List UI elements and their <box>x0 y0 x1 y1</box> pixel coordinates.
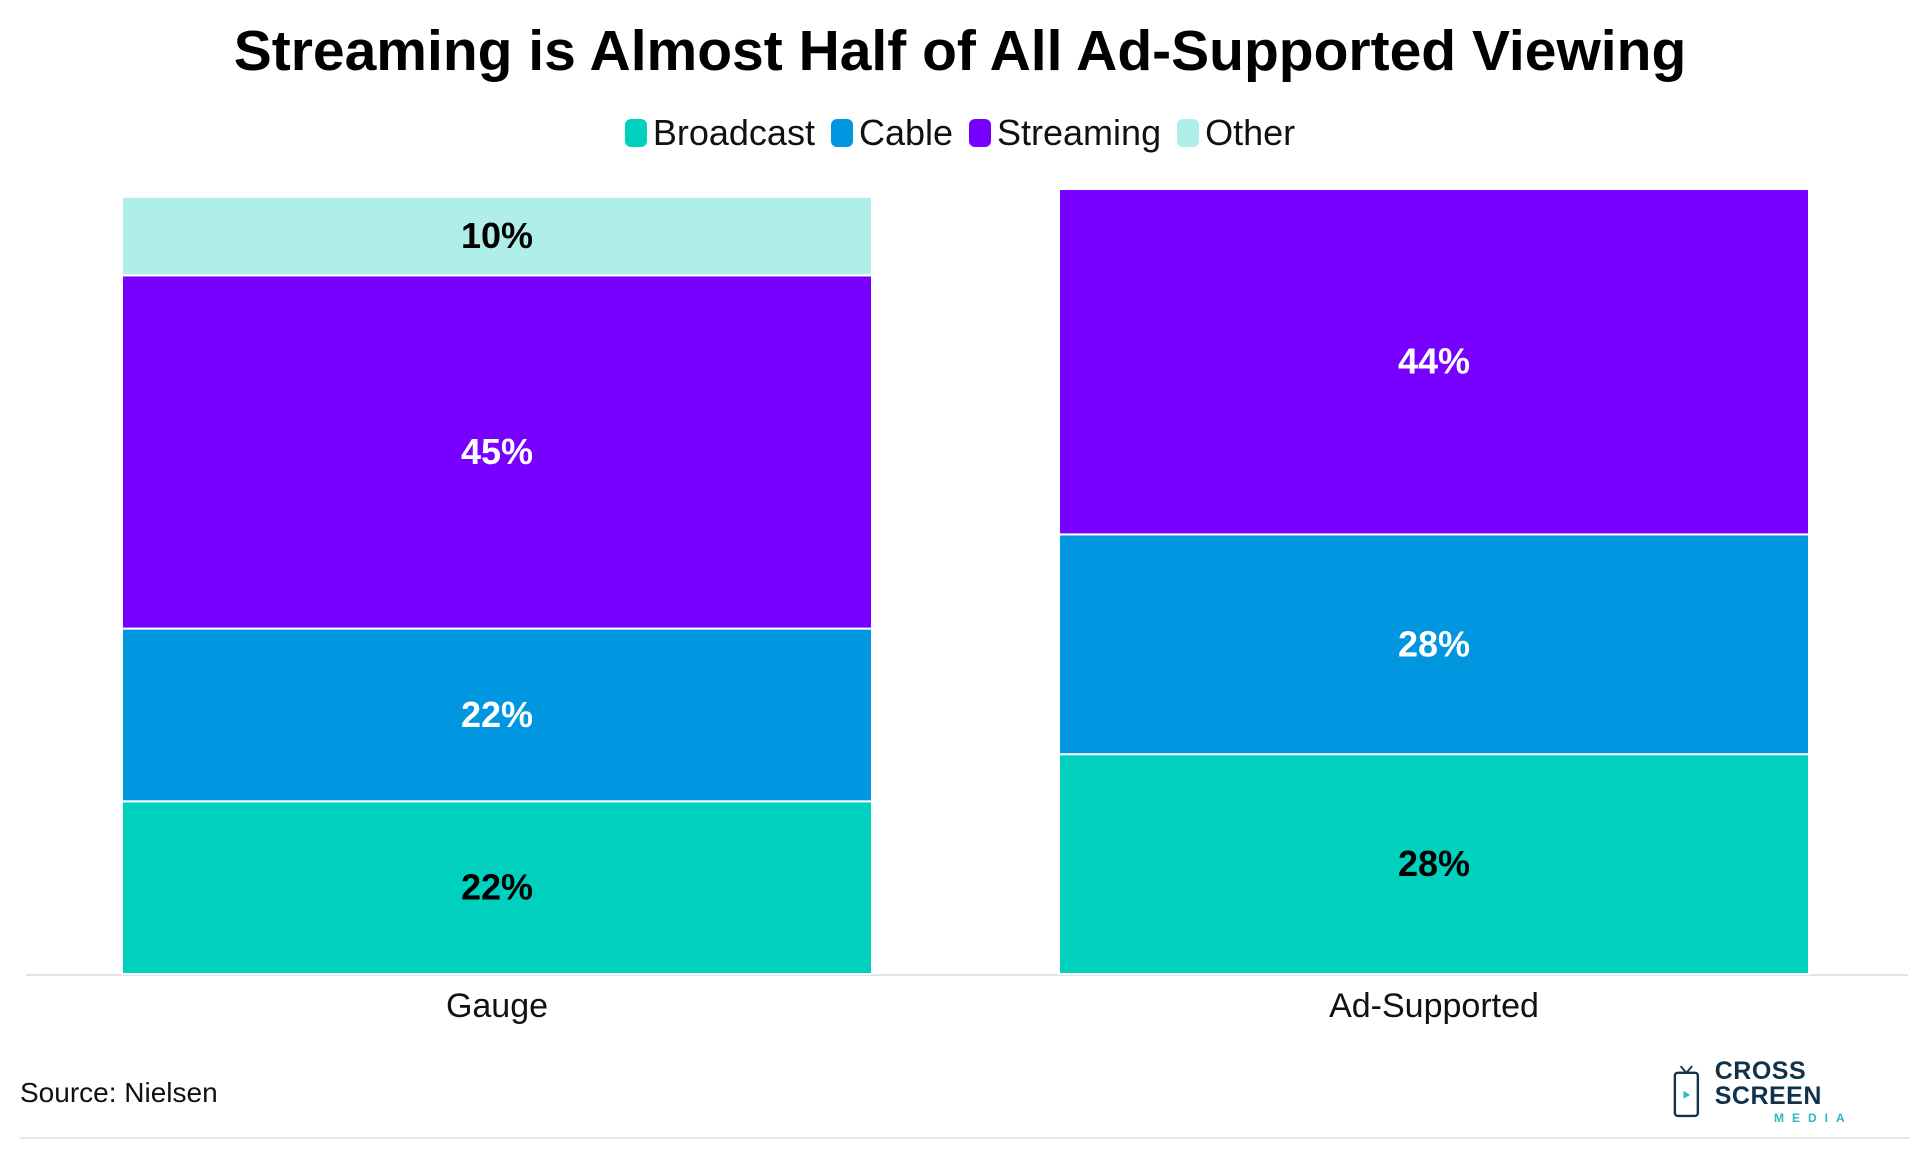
bar-segment-ad-supported-streaming <box>1058 188 1810 536</box>
data-label-ad-supported-streaming: 44% <box>1398 341 1470 382</box>
cross-screen-media-logo: CROSS SCREEN MEDIA <box>1672 1056 1912 1125</box>
legend-label-cable: Cable <box>858 112 954 153</box>
x-tick-label-ad-supported: Ad-Supported <box>1329 987 1539 1025</box>
legend-label-broadcast: Broadcast <box>652 112 815 153</box>
bar-segment-gauge-streaming <box>121 274 873 630</box>
data-label-gauge-streaming: 45% <box>461 431 533 472</box>
legend-item-cable: Cable <box>830 112 954 154</box>
bar-segment-gauge-other <box>121 195 873 277</box>
bar-segment-gauge-cable <box>121 627 873 803</box>
legend-item-streaming: Streaming <box>969 112 1161 154</box>
legend-swatch-streaming <box>969 119 992 147</box>
legend: Broadcast Cable Streaming Other <box>0 112 1920 154</box>
bottom-divider <box>20 1137 1910 1139</box>
legend-swatch-other <box>1177 119 1200 147</box>
logo-main-text: CROSS SCREEN <box>1714 1056 1822 1110</box>
tv-phone-icon <box>1673 1065 1700 1118</box>
legend-label-streaming: Streaming <box>997 112 1162 153</box>
source-note: Source: Nielsen <box>20 1077 218 1108</box>
data-label-ad-supported-broadcast: 28% <box>1398 843 1470 884</box>
data-label-gauge-other: 10% <box>461 215 533 256</box>
bar-segment-ad-supported-broadcast <box>1058 753 1810 976</box>
x-tick-label-gauge: Gauge <box>446 987 548 1025</box>
logo-sub-text: MEDIA <box>1774 1110 1853 1125</box>
legend-label-other: Other <box>1205 112 1296 153</box>
data-label-ad-supported-cable: 28% <box>1398 623 1470 664</box>
legend-item-broadcast: Broadcast <box>624 112 815 154</box>
bar-segment-gauge-broadcast <box>121 800 873 975</box>
chart-title: Streaming is Almost Half of All Ad-Suppo… <box>233 19 1687 83</box>
data-label-gauge-cable: 22% <box>461 694 533 735</box>
bar-segment-ad-supported-cable <box>1058 533 1810 756</box>
legend-swatch-cable <box>830 119 853 147</box>
logo-text: CROSS SCREEN MEDIA <box>1714 1056 1912 1125</box>
legend-item-other: Other <box>1177 112 1295 154</box>
legend-swatch-broadcast <box>624 119 647 147</box>
data-label-gauge-broadcast: 22% <box>461 867 533 908</box>
